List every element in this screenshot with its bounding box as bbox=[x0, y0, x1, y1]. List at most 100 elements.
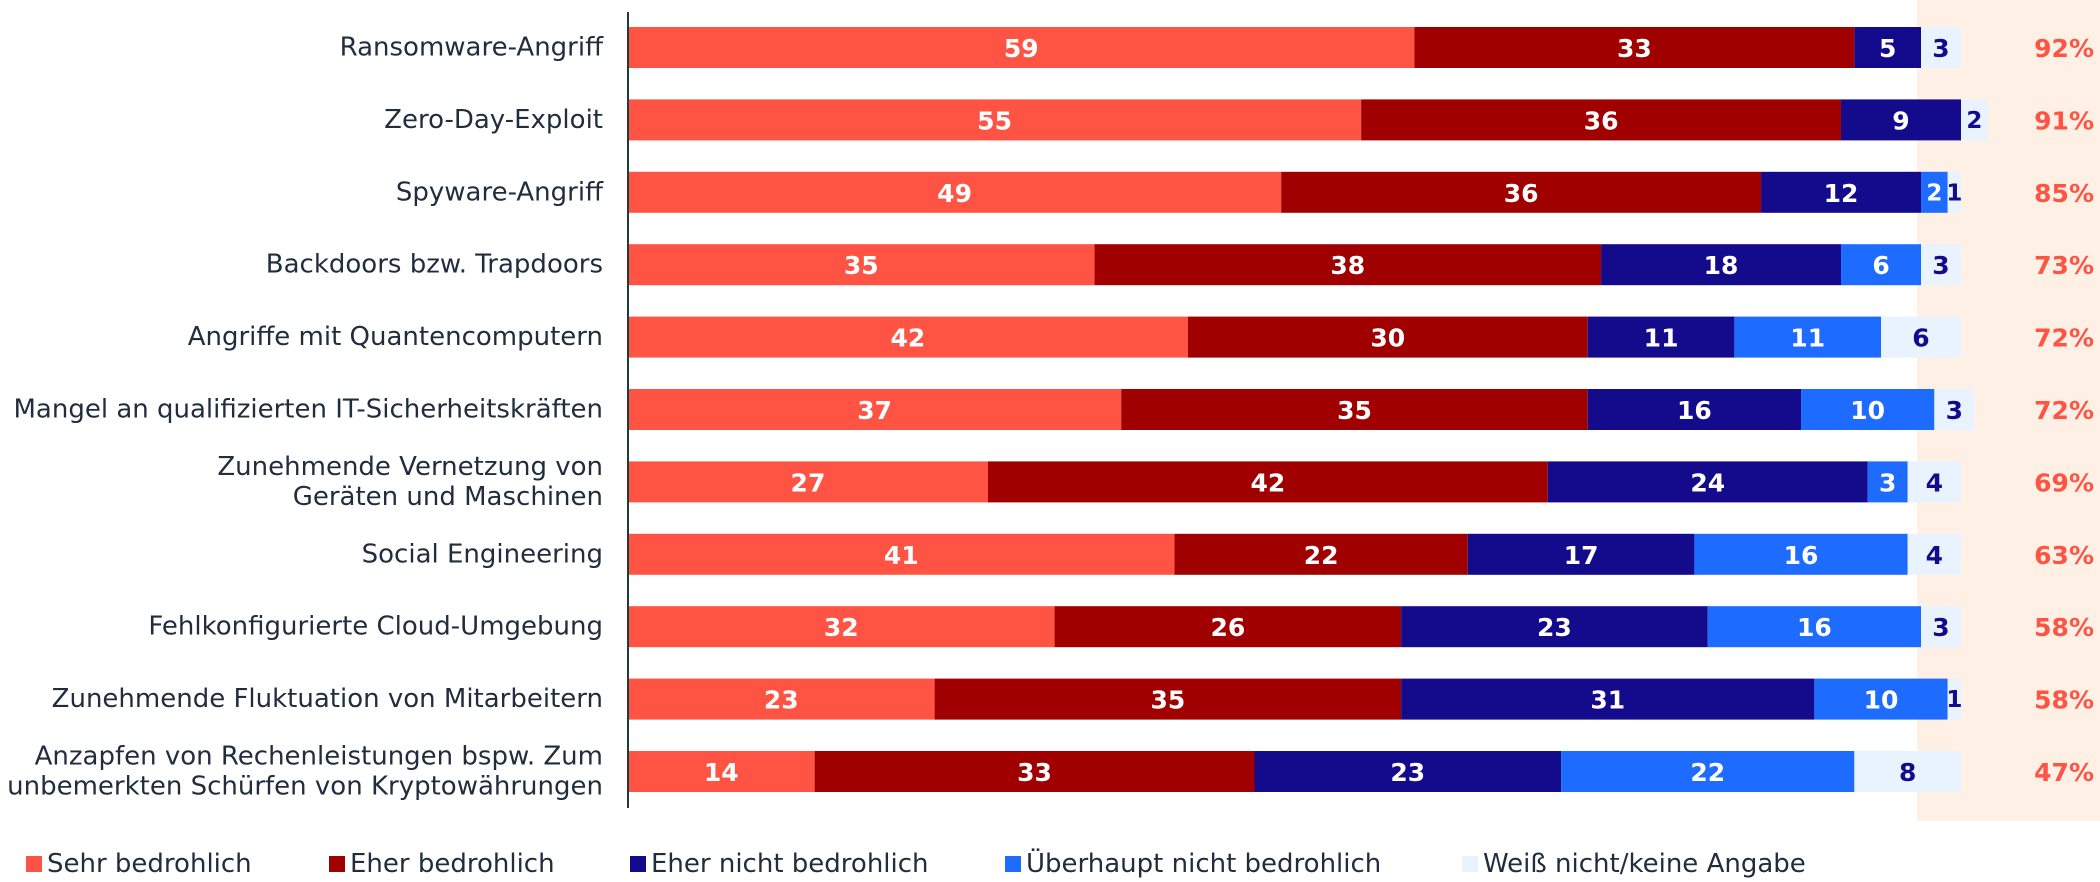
bar-segment bbox=[1867, 461, 1908, 503]
category-label: Zunehmende Fluktuation von Mitarbeitern bbox=[52, 684, 603, 714]
legend-label: Eher nicht bedrohlich bbox=[651, 849, 929, 878]
bar-segment bbox=[1921, 27, 1961, 68]
bar-value-label: 30 bbox=[1370, 324, 1405, 353]
bar-value-label: 38 bbox=[1330, 251, 1365, 280]
bar-value-label: 18 bbox=[1704, 251, 1739, 280]
category-label: Geräten und Maschinen bbox=[293, 482, 603, 512]
bar-value-label: 26 bbox=[1210, 613, 1245, 642]
bar-value-label: 2 bbox=[1966, 108, 1982, 134]
bar-segment bbox=[628, 171, 1282, 213]
bar-value-label: 42 bbox=[891, 324, 926, 353]
bar-segment bbox=[1694, 533, 1908, 575]
bar-value-label: 49 bbox=[937, 179, 972, 208]
bars-layer: 59 33 5 355 36 9 249 36 12 2 135 38 18 6 342 30 11 11 637 3… bbox=[628, 27, 1988, 792]
legend: Sehr bedrohlich Eher bedrohlich Eher nicht… bbox=[26, 847, 1806, 879]
bar-value-label: 31 bbox=[1590, 686, 1625, 715]
category-label: Ransomware-Angriff bbox=[340, 33, 604, 63]
bar-value-label: 2 bbox=[1926, 180, 1942, 206]
bar-value-label: 59 bbox=[1004, 34, 1039, 63]
bar-value-label: 3 bbox=[1946, 396, 1963, 425]
bar-segment bbox=[1254, 751, 1562, 792]
bar-value-label: 5 bbox=[1879, 34, 1896, 63]
bar-value-label: 4 bbox=[1926, 468, 1943, 497]
bar-segment bbox=[1414, 27, 1855, 68]
bar-segment bbox=[1761, 171, 1922, 213]
bar-value-label: 35 bbox=[1337, 396, 1372, 425]
legend-swatch bbox=[1005, 856, 1021, 872]
bar-segment bbox=[628, 678, 935, 720]
total-percentage-label: 73% bbox=[2034, 251, 2094, 280]
category-label: Angriffe mit Quantencomputern bbox=[188, 322, 603, 352]
bar-value-label: 37 bbox=[857, 396, 892, 425]
bar-value-label: 22 bbox=[1304, 541, 1339, 570]
legend-swatch bbox=[630, 856, 646, 872]
category-labels-layer: Ransomware-Angriff Zero-Day-Exploit Spywar… bbox=[7, 33, 604, 802]
bar-value-label: 33 bbox=[1017, 758, 1052, 787]
bar-segment bbox=[628, 27, 1415, 68]
legend-swatch bbox=[26, 856, 42, 872]
bar-segment bbox=[987, 461, 1548, 503]
bar-segment bbox=[1054, 606, 1402, 648]
bar-segment bbox=[814, 751, 1255, 792]
bar-segment bbox=[1947, 171, 1961, 213]
bar-segment bbox=[628, 99, 1362, 141]
bar-segment bbox=[628, 533, 1175, 575]
bar-segment bbox=[1174, 533, 1468, 575]
bar-segment bbox=[1401, 678, 1815, 720]
total-percentage-label: 72% bbox=[2034, 396, 2094, 425]
bar-segment bbox=[1561, 751, 1855, 792]
bar-segment bbox=[1921, 171, 1948, 213]
bar-value-label: 23 bbox=[764, 686, 799, 715]
bar-value-label: 41 bbox=[884, 541, 919, 570]
bar-value-label: 11 bbox=[1790, 324, 1825, 353]
bar-value-label: 11 bbox=[1644, 324, 1679, 353]
bar-segment bbox=[1961, 99, 1988, 141]
legend-label: Überhaupt nicht bedrohlich bbox=[1026, 847, 1381, 878]
bar-segment bbox=[1094, 244, 1602, 286]
bar-value-label: 24 bbox=[1690, 468, 1725, 497]
bar-value-label: 16 bbox=[1677, 396, 1712, 425]
bar-segment bbox=[1801, 389, 1935, 430]
legend-label: Weiß nicht/keine Angabe bbox=[1483, 849, 1806, 878]
bar-value-label: 3 bbox=[1932, 34, 1949, 63]
bar-value-label: 35 bbox=[1150, 686, 1185, 715]
bar-segment bbox=[1734, 316, 1882, 358]
category-label: Anzapfen von Rechenleistungen bspw. Zum bbox=[35, 742, 603, 772]
total-percentage-label: 91% bbox=[2034, 106, 2094, 135]
bar-value-label: 1 bbox=[1946, 180, 1962, 206]
bar-value-label: 9 bbox=[1892, 106, 1909, 135]
bar-segment bbox=[1881, 316, 1961, 358]
bar-value-label: 16 bbox=[1797, 613, 1832, 642]
totals-layer: 92% 91% 85% 73% 72% 72% 69% 63% 58% 58% 47% bbox=[2034, 34, 2094, 787]
total-percentage-label: 58% bbox=[2034, 686, 2094, 715]
bar-segment bbox=[628, 389, 1122, 430]
bar-value-label: 22 bbox=[1690, 758, 1725, 787]
total-percentage-label: 69% bbox=[2034, 468, 2094, 497]
bar-value-label: 14 bbox=[704, 758, 739, 787]
total-percentage-label: 92% bbox=[2034, 34, 2094, 63]
bar-value-label: 32 bbox=[824, 613, 859, 642]
bar-segment bbox=[1854, 751, 1961, 792]
bar-segment bbox=[628, 606, 1055, 648]
category-label: Social Engineering bbox=[362, 539, 603, 569]
bar-value-label: 3 bbox=[1879, 468, 1896, 497]
bar-segment bbox=[1121, 389, 1588, 430]
category-label: Fehlkonfigurierte Cloud-Umgebung bbox=[148, 612, 603, 642]
bar-value-label: 23 bbox=[1390, 758, 1425, 787]
bar-value-label: 6 bbox=[1912, 324, 1929, 353]
bar-segment bbox=[1934, 389, 1975, 430]
bar-segment bbox=[1907, 461, 1961, 503]
category-label: Zunehmende Vernetzung von bbox=[217, 452, 603, 482]
bar-segment bbox=[1587, 389, 1802, 430]
bar-value-label: 27 bbox=[791, 468, 826, 497]
bar-segment bbox=[1841, 244, 1922, 286]
total-percentage-label: 58% bbox=[2034, 613, 2094, 642]
total-percentage-label: 47% bbox=[2034, 758, 2094, 787]
bar-value-label: 35 bbox=[844, 251, 879, 280]
bar-value-label: 55 bbox=[977, 106, 1012, 135]
bar-value-label: 8 bbox=[1899, 758, 1916, 787]
total-percentage-label: 85% bbox=[2034, 179, 2094, 208]
bar-value-label: 10 bbox=[1864, 686, 1899, 715]
